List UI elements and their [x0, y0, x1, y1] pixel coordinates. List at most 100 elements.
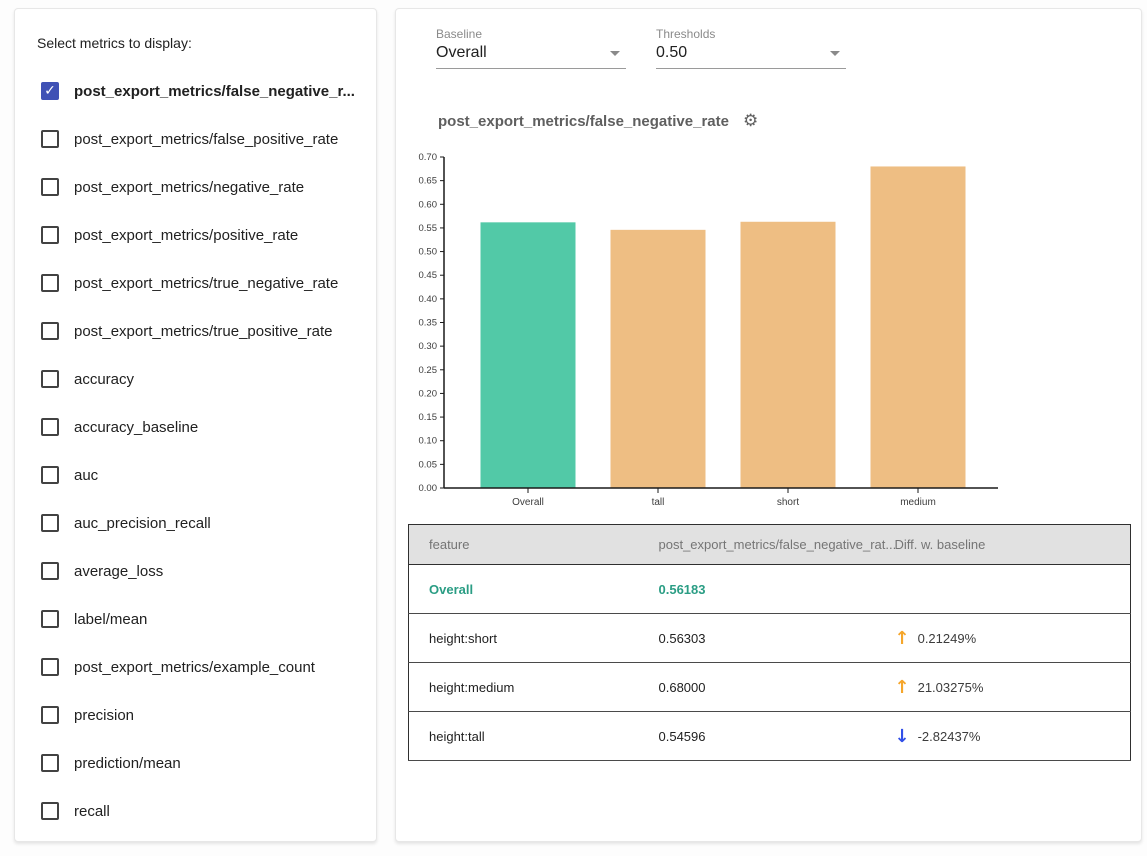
checkbox-icon[interactable] — [41, 322, 59, 340]
metric-label: auc — [74, 467, 98, 484]
svg-text:0.60: 0.60 — [419, 199, 438, 210]
metric-label: auc_precision_recall — [74, 515, 211, 532]
value-cell: 0.68000 — [659, 663, 895, 712]
diff-value: 21.03275% — [918, 680, 984, 695]
checkbox-icon[interactable] — [41, 130, 59, 148]
feature-cell: Overall — [409, 565, 659, 614]
svg-text:0.00: 0.00 — [419, 483, 438, 494]
checkbox-icon[interactable] — [41, 514, 59, 532]
thresholds-select[interactable]: Thresholds 0.50 — [656, 27, 846, 69]
metric-label: post_export_metrics/negative_rate — [74, 179, 304, 196]
metric-label: average_loss — [74, 563, 163, 580]
checkbox-icon[interactable] — [41, 466, 59, 484]
table-row[interactable]: height:short 0.56303 ↑ 0.21249% — [409, 614, 1131, 663]
metric-checkbox-item[interactable]: accuracy — [15, 355, 376, 403]
checkbox-icon[interactable] — [41, 562, 59, 580]
metric-label: precision — [74, 707, 134, 724]
metric-checkbox-item[interactable]: post_export_metrics/negative_rate — [15, 163, 376, 211]
metric-checkbox-item[interactable]: post_export_metrics/true_positive_rate — [15, 307, 376, 355]
baseline-select[interactable]: Baseline Overall — [436, 27, 626, 69]
thresholds-label: Thresholds — [656, 27, 846, 41]
diff-arrow-icon: ↑ — [895, 628, 910, 649]
svg-text:0.10: 0.10 — [419, 436, 438, 447]
checkbox-icon[interactable] — [41, 706, 59, 724]
baseline-label: Baseline — [436, 27, 626, 41]
metric-label: label/mean — [74, 611, 147, 628]
checkbox-icon[interactable] — [41, 178, 59, 196]
metrics-table: feature post_export_metrics/false_negati… — [408, 524, 1131, 761]
diff-arrow-icon: ↓ — [895, 726, 910, 747]
chevron-down-icon — [830, 51, 840, 56]
metric-checkbox-item[interactable]: ✓ post_export_metrics/false_negative_r..… — [15, 67, 376, 115]
thresholds-value: 0.50 — [656, 44, 687, 62]
chart-header: post_export_metrics/false_negative_rate … — [438, 111, 758, 131]
false-negative-rate-bar-chart: 0.000.050.100.150.200.250.300.350.400.45… — [404, 149, 1034, 514]
checkbox-icon[interactable] — [41, 226, 59, 244]
checkbox-icon[interactable] — [41, 658, 59, 676]
metric-label: post_export_metrics/true_negative_rate — [74, 275, 338, 292]
metric-checkbox-item[interactable]: post_export_metrics/positive_rate — [15, 211, 376, 259]
checkbox-icon[interactable] — [41, 274, 59, 292]
svg-text:0.15: 0.15 — [419, 412, 438, 423]
checkbox-icon[interactable] — [41, 754, 59, 772]
svg-text:0.05: 0.05 — [419, 459, 438, 470]
chart-title: post_export_metrics/false_negative_rate — [438, 113, 729, 130]
metric-label: post_export_metrics/false_positive_rate — [74, 131, 338, 148]
diff-value: 0.21249% — [918, 631, 977, 646]
svg-text:0.65: 0.65 — [419, 176, 438, 187]
metric-checkbox-item[interactable]: precision — [15, 691, 376, 739]
feature-cell: height:tall — [409, 712, 659, 761]
table-row[interactable]: Overall 0.56183 — [409, 565, 1131, 614]
svg-text:0.30: 0.30 — [419, 341, 438, 352]
col-header-feature: feature — [409, 525, 659, 565]
diff-cell: ↑ 0.21249% — [895, 614, 1131, 663]
value-cell: 0.54596 — [659, 712, 895, 761]
metric-label: post_export_metrics/example_count — [74, 659, 315, 676]
metric-select-title: Select metrics to display: — [37, 35, 192, 51]
metric-select-panel: Select metrics to display: ✓ post_export… — [14, 8, 377, 842]
svg-text:0.25: 0.25 — [419, 365, 438, 376]
diff-value: -2.82437% — [918, 729, 981, 744]
metric-checkbox-item[interactable]: prediction/mean — [15, 739, 376, 787]
metric-checkbox-item[interactable]: post_export_metrics/false_positive_rate — [15, 115, 376, 163]
diff-cell: ↑ 21.03275% — [895, 663, 1131, 712]
diff-cell — [895, 565, 1131, 614]
metric-checkbox-item[interactable]: post_export_metrics/example_count — [15, 643, 376, 691]
checkbox-icon[interactable] — [41, 418, 59, 436]
checkbox-icon[interactable] — [41, 370, 59, 388]
svg-text:medium: medium — [900, 497, 936, 508]
metric-label: post_export_metrics/true_positive_rate — [74, 323, 332, 340]
checkbox-icon[interactable] — [41, 802, 59, 820]
metric-checkbox-item[interactable]: auc_precision_recall — [15, 499, 376, 547]
value-cell: 0.56303 — [659, 614, 895, 663]
svg-text:0.50: 0.50 — [419, 247, 438, 258]
metric-label: prediction/mean — [74, 755, 181, 772]
feature-cell: height:short — [409, 614, 659, 663]
metric-label: accuracy — [74, 371, 134, 388]
feature-cell: height:medium — [409, 663, 659, 712]
metric-checkbox-item[interactable]: accuracy_baseline — [15, 403, 376, 451]
metric-checkbox-item[interactable]: label/mean — [15, 595, 376, 643]
table-row[interactable]: height:tall 0.54596 ↓ -2.82437% — [409, 712, 1131, 761]
svg-text:tall: tall — [652, 497, 665, 508]
checkbox-icon[interactable]: ✓ — [41, 82, 59, 100]
checkbox-icon[interactable] — [41, 610, 59, 628]
col-header-diff: Diff. w. baseline — [895, 525, 1131, 565]
table-header-row: feature post_export_metrics/false_negati… — [409, 525, 1131, 565]
diff-arrow-icon: ↑ — [895, 677, 910, 698]
metric-label: accuracy_baseline — [74, 419, 198, 436]
svg-text:short: short — [777, 497, 799, 508]
svg-text:0.55: 0.55 — [419, 223, 438, 234]
col-header-metric: post_export_metrics/false_negative_rat..… — [659, 525, 895, 565]
table-row[interactable]: height:medium 0.68000 ↑ 21.03275% — [409, 663, 1131, 712]
settings-gear-icon[interactable]: ⚙ — [743, 111, 758, 131]
metric-checkbox-item[interactable]: post_export_metrics/true_negative_rate — [15, 259, 376, 307]
metric-checkbox-item[interactable]: auc — [15, 451, 376, 499]
svg-text:0.40: 0.40 — [419, 294, 438, 305]
metric-checkbox-item[interactable]: recall — [15, 787, 376, 835]
metric-label: post_export_metrics/positive_rate — [74, 227, 298, 244]
metrics-display-panel: Baseline Overall Thresholds 0.50 post_ex… — [395, 8, 1142, 842]
metric-checkbox-item[interactable]: average_loss — [15, 547, 376, 595]
svg-text:0.35: 0.35 — [419, 318, 438, 329]
chevron-down-icon — [610, 51, 620, 56]
